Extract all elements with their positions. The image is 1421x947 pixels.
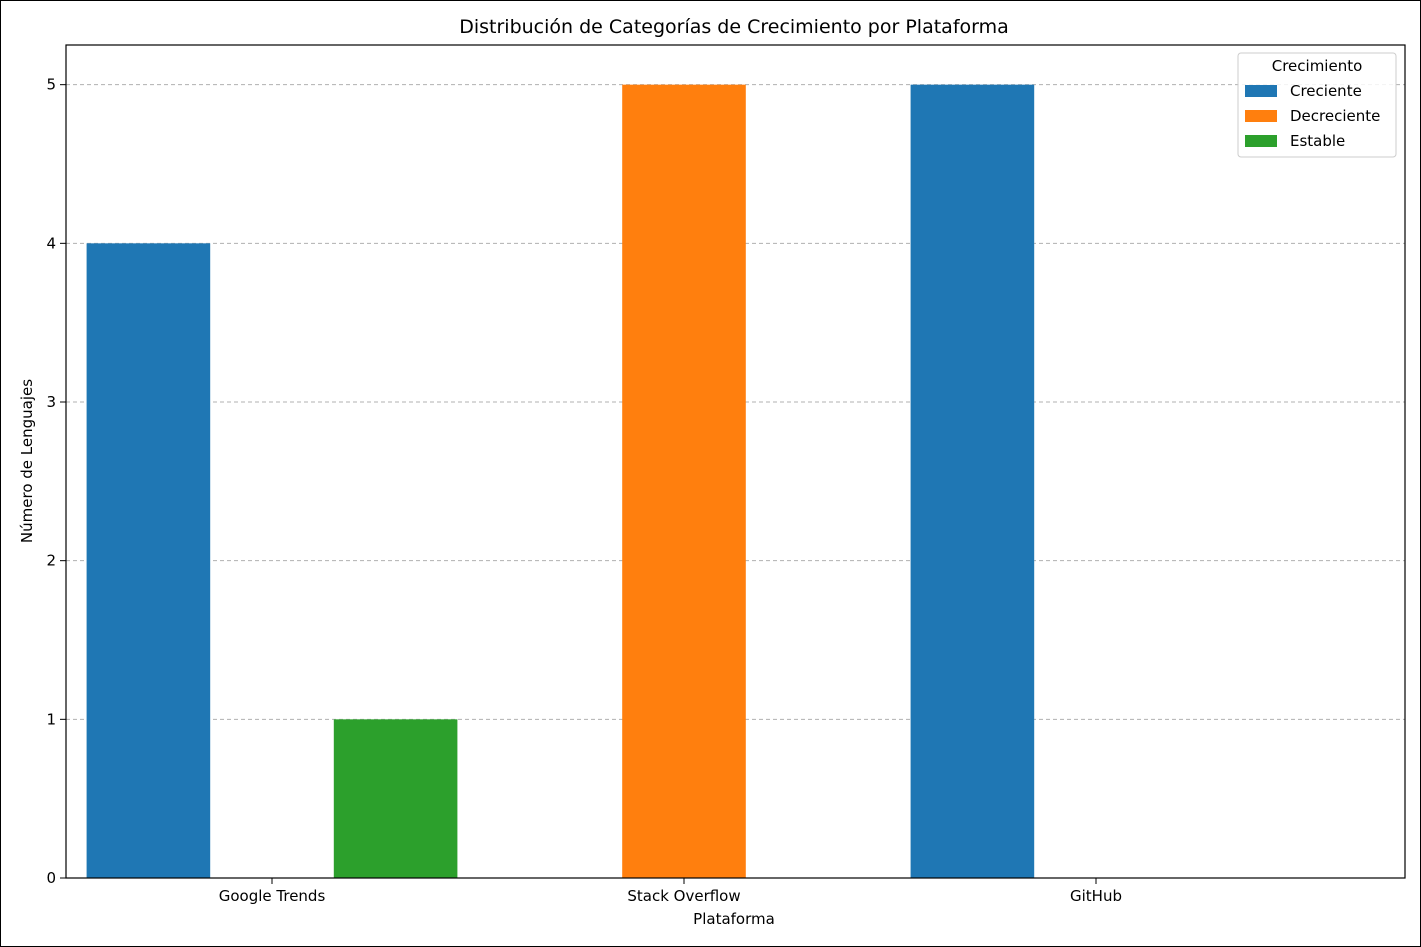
legend-swatch-creciente	[1245, 85, 1277, 97]
x-tick-label: GitHub	[1070, 887, 1122, 905]
legend-box	[1237, 52, 1397, 158]
x-axis-ticks: Google Trends Stack Overflow GitHub	[219, 878, 1122, 905]
legend-swatch-estable	[1245, 135, 1277, 147]
grid-lines	[66, 84, 1405, 720]
legend-label-decreciente: Decreciente	[1290, 107, 1380, 125]
legend-swatch-decreciente	[1245, 110, 1277, 122]
y-tick-label: 2	[46, 552, 56, 570]
y-tick-label: 3	[46, 393, 56, 411]
y-tick-label: 0	[46, 869, 56, 887]
y-tick-label: 4	[46, 234, 56, 252]
legend-label-creciente: Creciente	[1290, 82, 1362, 100]
y-axis-label: Número de Lenguajes	[18, 379, 36, 543]
y-tick-label: 1	[46, 710, 56, 728]
x-tick-label: Google Trends	[219, 887, 326, 905]
bar-estable-0	[333, 719, 458, 878]
y-axis-ticks: 0 1 2 3 4 5	[46, 76, 66, 887]
legend: Crecimiento Creciente Decreciente Estable	[1237, 52, 1397, 158]
legend-label-estable: Estable	[1290, 132, 1345, 150]
bar-creciente-2	[910, 84, 1035, 878]
bars	[86, 84, 1035, 879]
x-axis-label: Plataforma	[693, 910, 775, 928]
bar-creciente-0	[86, 243, 211, 879]
bar-decreciente-1	[622, 84, 746, 878]
chart-title: Distribución de Categorías de Crecimient…	[459, 16, 1009, 38]
plot-area-border	[65, 44, 1406, 879]
x-tick-label: Stack Overflow	[627, 887, 740, 905]
legend-title: Crecimiento	[1272, 57, 1363, 75]
y-tick-label: 5	[46, 76, 56, 94]
